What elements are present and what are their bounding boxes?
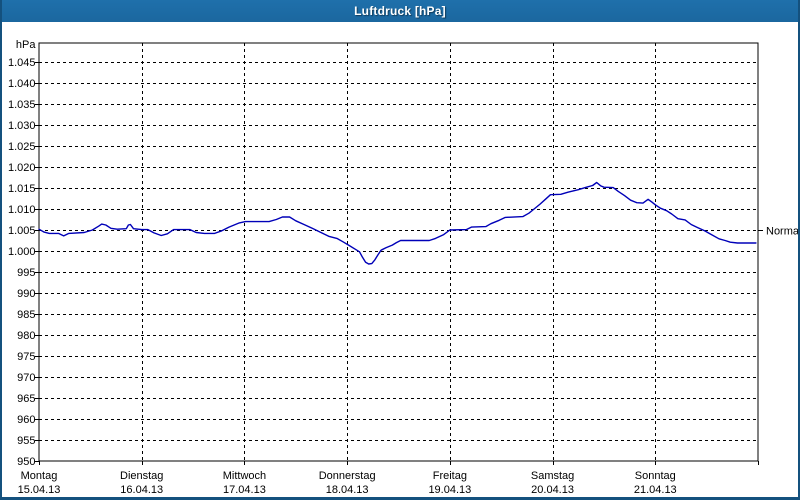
y-tick-label: 990 [17, 288, 35, 300]
y-tick-label: 965 [17, 393, 35, 405]
day-label: Montag [21, 470, 58, 482]
plot-frame [38, 42, 759, 462]
day-label: Dienstag [120, 470, 163, 482]
y-axis-unit-label: hPa [16, 39, 36, 51]
window-title: Luftdruck [hPa] [354, 4, 446, 18]
y-axis-labels: 1.045 1.040 1.035 1.030 1.025 1.020 1.015 1.010… [8, 39, 36, 468]
y-tick-label: 1.030 [8, 120, 36, 132]
y-tick-label: 1.020 [8, 162, 36, 174]
day-label: Sonntag [635, 470, 676, 482]
chart-area: 1.045 1.040 1.035 1.030 1.025 1.020 1.015 1.010… [2, 22, 798, 497]
date-label: 18.04.13 [326, 484, 369, 496]
horizontal-gridlines [39, 62, 758, 441]
day-label: Donnerstag [319, 470, 376, 482]
date-label: 15.04.13 [18, 484, 61, 496]
y-tick-label: 960 [17, 414, 35, 426]
pressure-line-series [38, 181, 757, 265]
y-tick-label: 995 [17, 267, 35, 279]
pressure-chart: 1.045 1.040 1.035 1.030 1.025 1.020 1.015 1.010… [8, 39, 798, 496]
y-tick-label: 1.025 [8, 141, 36, 153]
date-label: 20.04.13 [531, 484, 574, 496]
date-label: 17.04.13 [223, 484, 266, 496]
y-tick-label: 950 [17, 456, 35, 468]
normal-marker: Normal [758, 226, 798, 238]
y-tick-label: 1.005 [8, 225, 36, 237]
day-label: Freitag [433, 470, 467, 482]
y-tick-label: 1.045 [8, 57, 36, 69]
y-tick-label: 1.010 [8, 204, 36, 216]
y-tick-label: 955 [17, 435, 35, 447]
y-tick-label: 1.040 [8, 78, 36, 90]
date-label: 21.04.13 [634, 484, 677, 496]
y-axis-ticks [35, 62, 39, 462]
day-label: Mittwoch [223, 470, 266, 482]
y-tick-label: 1.000 [8, 246, 36, 258]
y-tick-label: 970 [17, 372, 35, 384]
date-label: 19.04.13 [428, 484, 471, 496]
plot-border [38, 42, 759, 462]
pressure-line [38, 181, 757, 265]
day-label: Samstag [531, 470, 574, 482]
y-tick-label: 1.035 [8, 99, 36, 111]
x-axis-ticks [39, 461, 759, 465]
vertical-gridlines [142, 43, 656, 461]
y-tick-label: 985 [17, 309, 35, 321]
x-axis-labels: Montag 15.04.13 Dienstag 16.04.13 Mittwoch 17… [18, 470, 677, 496]
y-tick-label: 980 [17, 330, 35, 342]
normal-label: Normal [766, 226, 798, 238]
date-label: 16.04.13 [120, 484, 163, 496]
title-bar: Luftdruck [hPa] [2, 0, 798, 22]
y-tick-label: 1.015 [8, 183, 36, 195]
y-tick-label: 975 [17, 351, 35, 363]
